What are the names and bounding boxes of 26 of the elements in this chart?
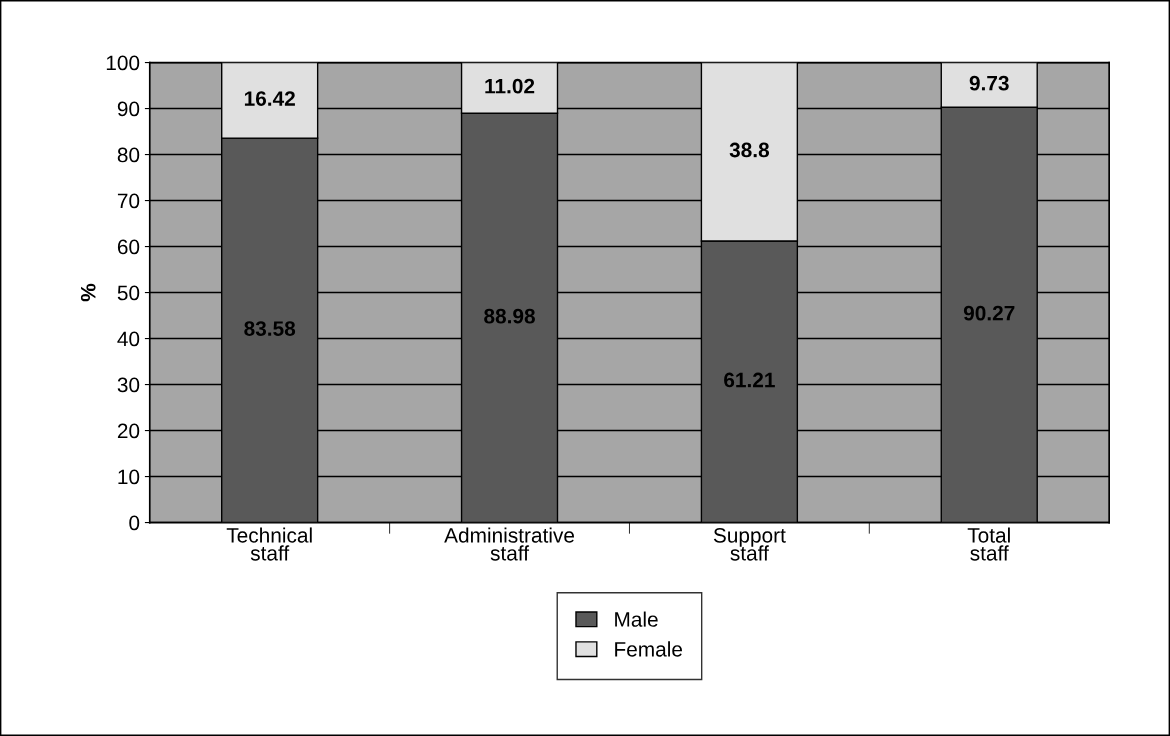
data-label: 11.02	[485, 78, 535, 94]
x-tick-label: Total staff	[967, 527, 1010, 561]
y-tick-label: 40	[117, 331, 140, 347]
x-tick-label: Technical staff	[226, 527, 312, 561]
data-label: 90.27	[963, 305, 1015, 321]
data-label: 9.73	[969, 75, 1009, 91]
y-axis-title: %	[80, 283, 96, 302]
data-label: 88.98	[484, 308, 535, 324]
y-tick-label: 0	[129, 515, 140, 531]
y-tick-label: 80	[117, 147, 140, 163]
data-label: 38.8	[729, 142, 770, 158]
x-tick-label: Administrative staff	[444, 527, 575, 561]
y-tick-label: 60	[117, 239, 140, 255]
data-label: 16.42	[244, 91, 295, 106]
y-tick-label: 10	[118, 469, 140, 485]
x-tick-label: Support staff	[713, 527, 786, 561]
data-label: 61.21	[724, 372, 775, 388]
legend-label: Female	[615, 641, 683, 657]
y-tick-label: 90	[117, 101, 140, 117]
y-tick-label: 30	[117, 377, 140, 393]
y-tick-label: 50	[117, 285, 140, 301]
y-tick-label: 70	[117, 193, 140, 209]
legend-label: Male	[615, 611, 658, 627]
data-label: 83.58	[244, 321, 296, 336]
y-tick-label: 100	[106, 55, 140, 71]
y-tick-label: 20	[117, 423, 140, 439]
